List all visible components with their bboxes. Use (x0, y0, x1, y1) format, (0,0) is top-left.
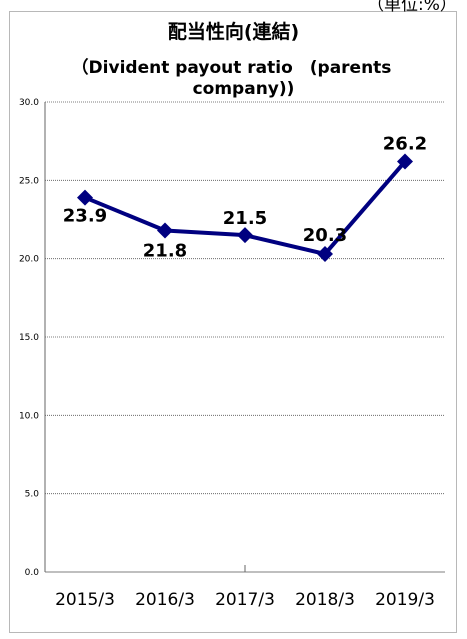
data-point-marker (397, 153, 413, 170)
x-tick-label: 2018/3 (295, 590, 355, 610)
data-point-marker (237, 227, 253, 244)
data-label: 20.3 (303, 225, 347, 246)
data-point-marker (317, 245, 333, 262)
data-label: 21.5 (223, 208, 267, 229)
x-tick-label: 2016/3 (135, 590, 195, 610)
y-tick-label: 5.0 (25, 490, 40, 500)
y-tick-label: 20.0 (19, 255, 39, 265)
chart-subtitle-line1: （Divident payout ratio (parents (71, 58, 392, 78)
y-tick-label: 0.0 (25, 568, 40, 578)
data-label: 21.8 (143, 240, 187, 261)
y-tick-label: 30.0 (19, 98, 39, 108)
x-tick-label: 2019/3 (375, 590, 435, 610)
data-label: 23.9 (63, 206, 107, 227)
data-point-marker (157, 222, 173, 239)
chart-title: 配当性向(連結) (167, 21, 300, 43)
unit-label: （単位:%） (367, 0, 457, 15)
x-tick-label: 2015/3 (55, 590, 115, 610)
chart-frame (9, 11, 457, 633)
y-tick-label: 10.0 (19, 411, 39, 421)
y-tick-label: 15.0 (19, 333, 39, 343)
data-label: 26.2 (383, 134, 427, 155)
chart-subtitle-line2: company)) (192, 79, 295, 99)
x-tick-label: 2017/3 (215, 590, 275, 610)
data-point-marker (77, 189, 93, 206)
y-tick-label: 25.0 (19, 176, 39, 186)
